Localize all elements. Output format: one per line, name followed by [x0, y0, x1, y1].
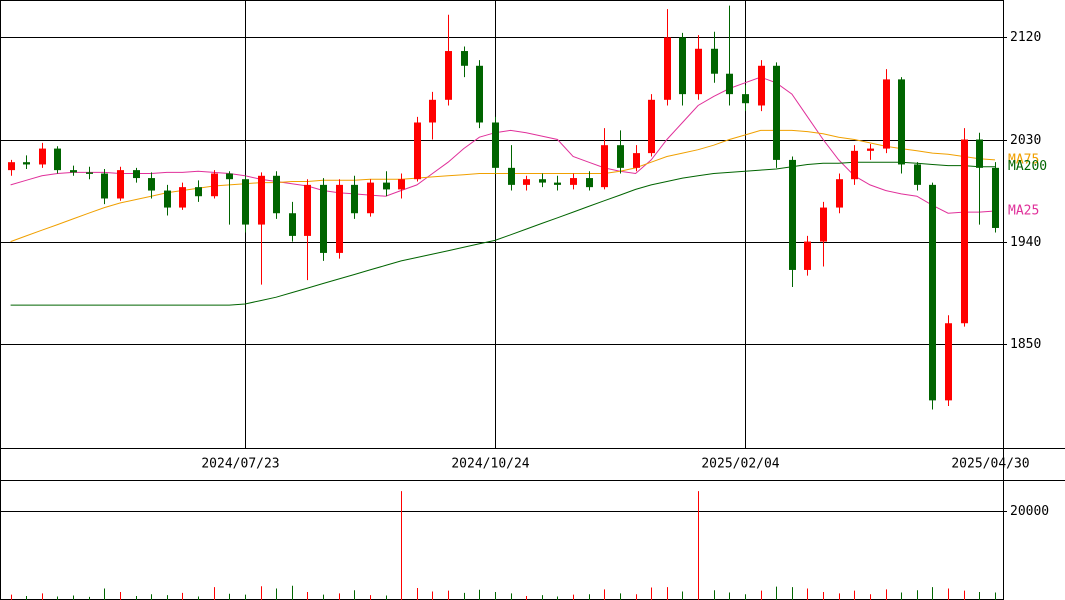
candle-body: [898, 79, 905, 165]
candle-body: [804, 241, 811, 270]
candle-body: [586, 178, 593, 188]
ma-line: [10, 76, 996, 214]
x-tick-label: 2025/04/30: [951, 457, 1029, 472]
candle-body: [945, 323, 952, 401]
candle-body: [211, 173, 218, 197]
x-tick-label: 2024/10/24: [451, 457, 529, 472]
candle-body: [117, 170, 124, 199]
y-tick-label: 1850: [1010, 337, 1041, 352]
candle-body: [992, 167, 999, 228]
candle-body: [554, 182, 561, 185]
candle-body: [195, 187, 202, 197]
candle-body: [648, 99, 655, 154]
candle-body: [476, 65, 483, 123]
candle-body: [164, 190, 171, 208]
candle-body: [461, 51, 468, 66]
legend-label: MA200: [1008, 159, 1047, 174]
candle-body: [414, 122, 421, 180]
candle-body: [929, 184, 936, 401]
candle-body: [242, 179, 249, 225]
candle-body: [726, 73, 733, 95]
candle-body: [179, 187, 186, 208]
candle-body: [23, 162, 30, 165]
candle-body: [851, 150, 858, 180]
candle-body: [148, 178, 155, 191]
candle-body: [273, 175, 280, 214]
candle-body: [742, 94, 749, 104]
candle-body: [258, 175, 265, 225]
y-tick-label: 2030: [1010, 133, 1041, 148]
candle-body: [320, 184, 327, 253]
candle-body: [133, 170, 140, 179]
legend-label: MA75: [1008, 152, 1039, 167]
candle-body: [351, 184, 358, 214]
candle-body: [523, 179, 530, 185]
candle-body: [758, 65, 765, 106]
candle-body: [664, 37, 671, 100]
candle-body: [679, 37, 686, 95]
candle-body: [789, 159, 796, 270]
candle-body: [836, 179, 843, 208]
y-tick-label: 20000: [1010, 504, 1049, 519]
candle-body: [601, 145, 608, 188]
candle-body: [867, 148, 874, 151]
candle-body: [429, 99, 436, 123]
y-tick-label: 1940: [1010, 235, 1041, 250]
candle-body: [914, 164, 921, 185]
candle-body: [883, 79, 890, 149]
candle-body: [976, 139, 983, 168]
y-tick-label: 2120: [1010, 30, 1041, 45]
candle-body: [398, 179, 405, 190]
x-tick-label: 2024/07/23: [201, 457, 279, 472]
candle-body: [617, 145, 624, 168]
candle-body: [711, 48, 718, 74]
candle-body: [54, 148, 61, 171]
candle-body: [508, 167, 515, 185]
candle-body: [367, 182, 374, 214]
candle-body: [445, 51, 452, 100]
candle-body: [289, 213, 296, 236]
candle-body: [820, 207, 827, 242]
candle-body: [570, 178, 577, 185]
candle-body: [383, 182, 390, 190]
candle-body: [226, 173, 233, 180]
candle-body: [101, 173, 108, 199]
candle-body: [336, 184, 343, 253]
candle-body: [695, 48, 702, 95]
candle-body: [70, 170, 77, 173]
ma-line: [10, 161, 995, 306]
candle-body: [8, 162, 15, 171]
candle-body: [539, 179, 546, 183]
candle-body: [633, 153, 640, 168]
candle-body: [492, 122, 499, 168]
candle-body: [961, 139, 968, 324]
plot-frame: [0, 0, 1004, 600]
candle-body: [773, 65, 780, 160]
x-tick-label: 2025/02/04: [701, 457, 779, 472]
ma-line: [10, 129, 996, 243]
candle-body: [304, 184, 311, 236]
legend-label: MA25: [1008, 203, 1039, 218]
candle-body: [86, 172, 93, 174]
candle-body: [39, 148, 46, 165]
